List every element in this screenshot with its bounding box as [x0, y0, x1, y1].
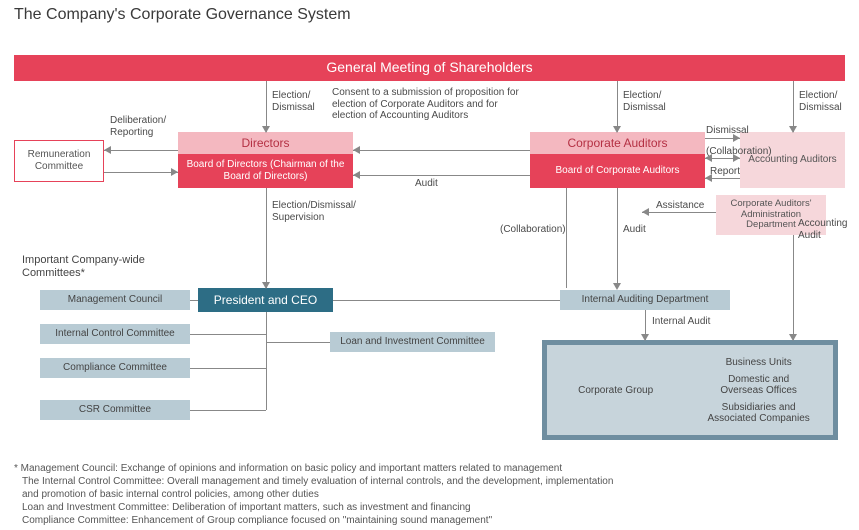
remuneration-label: Remuneration Committee	[28, 149, 91, 174]
edge-delib-rep: Deliberation/ Reporting	[110, 115, 166, 138]
node-compliance-committee: Compliance Committee	[40, 358, 190, 378]
node-management-council: Management Council	[40, 290, 190, 310]
node-internal-control-committee: Internal Control Committee	[40, 324, 190, 344]
edge-report: Report	[710, 166, 740, 178]
bu-label: Business Units	[692, 357, 825, 368]
csr-label: CSR Committee	[79, 404, 151, 417]
node-general-meeting: General Meeting of Shareholders	[14, 55, 845, 81]
footnote-5: Compliance Committee: Enhancement of Gro…	[22, 514, 492, 528]
offices-label: Domestic and Overseas Offices	[692, 374, 825, 396]
loan-inv-label: Loan and Investment Committee	[340, 336, 485, 349]
page-title: The Company's Corporate Governance Syste…	[14, 6, 351, 24]
gms-label: General Meeting of Shareholders	[326, 59, 532, 77]
edge-consent: Consent to a submission of proposition f…	[332, 87, 519, 122]
directors-top: Directors	[178, 132, 353, 154]
edge-audit-2: Audit	[623, 224, 646, 236]
edge-elec-dis-sup: Election/Dismissal/ Supervision	[272, 200, 356, 223]
corp-aud-top: Corporate Auditors	[530, 132, 705, 154]
node-accounting-auditors: Accounting Auditors	[740, 132, 845, 188]
edge-collab-1: (Collaboration)	[706, 146, 772, 158]
president-label: President and CEO	[214, 293, 317, 308]
edge-assistance: Assistance	[656, 200, 704, 212]
node-directors: Directors Board of Directors (Chairman o…	[178, 132, 353, 188]
node-csr-committee: CSR Committee	[40, 400, 190, 420]
footnote-2: The Internal Control Committee: Overall …	[22, 475, 613, 489]
mgmt-council-label: Management Council	[68, 294, 163, 307]
footnote-1: * Management Council: Exchange of opinio…	[14, 462, 562, 476]
corp-group-label: Corporate Group	[578, 385, 653, 396]
footnote-3: and promotion of basic internal control …	[22, 488, 319, 502]
node-president-ceo: President and CEO	[198, 288, 333, 312]
edge-elec-dis-3: Election/ Dismissal	[799, 90, 842, 113]
footnote-4: Loan and Investment Committee: Deliberat…	[22, 501, 471, 515]
node-internal-auditing-dept: Internal Auditing Department	[560, 290, 730, 310]
edge-collab-2: (Collaboration)	[500, 224, 566, 236]
compliance-label: Compliance Committee	[63, 362, 167, 375]
int-audit-dept-label: Internal Auditing Department	[582, 294, 709, 307]
node-corporate-auditors: Corporate Auditors Board of Corporate Au…	[530, 132, 705, 188]
int-ctrl-label: Internal Control Committee	[55, 328, 175, 341]
corp-aud-sub: Board of Corporate Auditors	[530, 154, 705, 188]
node-loan-investment-committee: Loan and Investment Committee	[330, 332, 495, 352]
edge-acct-audit: Accounting Audit	[798, 218, 847, 241]
node-corporate-group: Corporate Group Business Units Domestic …	[542, 340, 838, 440]
edge-audit-1: Audit	[415, 178, 438, 190]
committees-title: Important Company-wide Committees*	[22, 254, 145, 279]
directors-sub: Board of Directors (Chairman of the Boar…	[178, 154, 353, 188]
subs-label: Subsidiaries and Associated Companies	[692, 402, 825, 424]
edge-internal-audit: Internal Audit	[652, 316, 710, 328]
edge-dismissal: Dismissal	[706, 125, 749, 137]
edge-elec-dis-2: Election/ Dismissal	[623, 90, 666, 113]
edge-elec-dis-1: Election/ Dismissal	[272, 90, 315, 113]
node-remuneration-committee: Remuneration Committee	[14, 140, 104, 182]
